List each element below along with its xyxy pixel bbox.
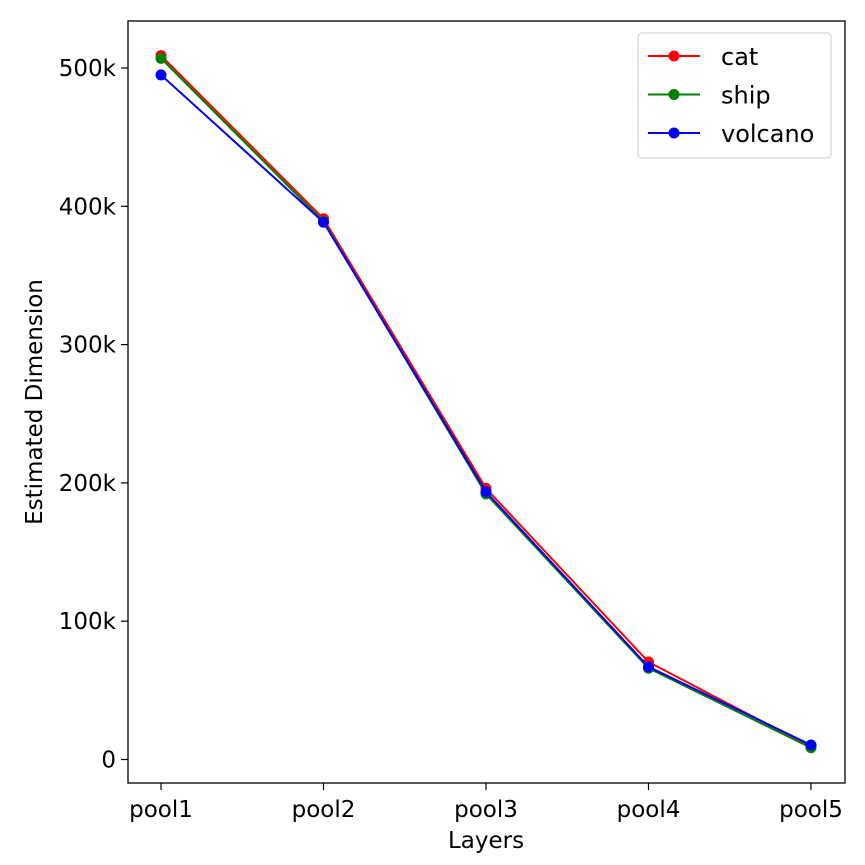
y-tick-label: 100k <box>59 609 117 635</box>
series-line <box>160 54 812 748</box>
y-tick-label: 300k <box>59 333 117 359</box>
y-axis-label: Estimated Dimension <box>22 279 48 525</box>
y-tick-label: 200k <box>59 471 117 497</box>
x-tick-label: pool1 <box>129 797 193 823</box>
legend-label: ship <box>721 82 771 110</box>
x-axis-label: Layers <box>448 828 524 854</box>
x-tick-label: pool5 <box>779 797 843 823</box>
data-point <box>643 661 654 673</box>
x-tick-label: pool3 <box>454 797 518 823</box>
data-point <box>155 52 167 64</box>
x-tick-label: pool4 <box>617 797 681 823</box>
y-tick-label: 0 <box>101 747 116 773</box>
legend-swatch-marker <box>668 50 680 62</box>
legend-label: volcano <box>721 120 814 148</box>
y-tick-label: 400k <box>59 194 117 220</box>
data-point <box>480 486 492 498</box>
legend-swatch-marker <box>668 127 680 139</box>
legend-item-volcano: volcano <box>648 120 814 148</box>
x-axis-ticks: pool1 pool2 pool3 pool4 pool5 <box>129 783 843 823</box>
legend-item-cat: cat <box>648 43 758 71</box>
legend-box <box>637 32 832 159</box>
series-line <box>160 74 812 746</box>
series-lines <box>155 50 817 754</box>
data-point <box>155 69 167 81</box>
data-point <box>318 216 329 228</box>
legend: cat ship volcano <box>637 32 832 159</box>
series-volcano <box>155 69 817 751</box>
legend-swatch-marker <box>668 89 680 100</box>
legend-label: cat <box>721 43 758 71</box>
series-line <box>160 57 812 749</box>
y-axis-ticks: 0 100k 200k 300k 400k 500k <box>59 56 128 773</box>
data-point <box>805 739 817 751</box>
y-tick-label: 500k <box>59 56 117 82</box>
x-tick-label: pool2 <box>292 797 356 823</box>
legend-item-ship: ship <box>648 82 771 110</box>
